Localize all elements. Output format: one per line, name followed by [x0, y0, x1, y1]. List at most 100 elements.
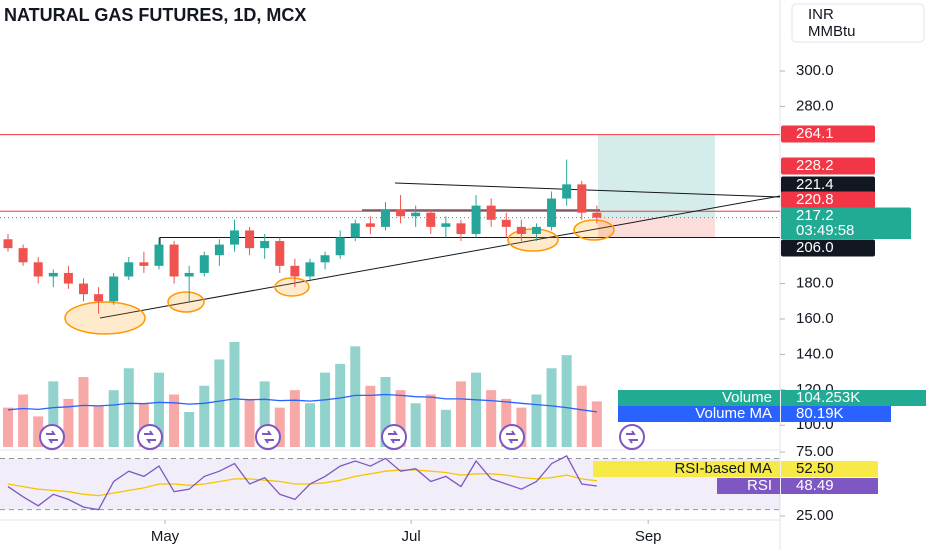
volume-bar [516, 407, 527, 447]
volume-bar [561, 355, 572, 447]
candle-body [169, 244, 179, 277]
currency: INR [808, 6, 834, 23]
highlight-circle [573, 219, 615, 241]
event-arrow [506, 430, 518, 444]
rsi-tick-label: 75.00 [796, 443, 834, 460]
volume-bar [365, 385, 376, 447]
event-arrow [144, 430, 156, 444]
trend-line [99, 195, 781, 319]
volume-bar [410, 403, 421, 447]
volume-bar [259, 381, 270, 447]
event-circle [255, 424, 281, 450]
volume-bar [455, 381, 466, 447]
volume-bar [229, 342, 240, 447]
candle-body [547, 198, 557, 227]
candle-body [124, 262, 134, 277]
candle-body [426, 212, 436, 227]
highlight-circle [274, 277, 310, 297]
candle-body [501, 219, 511, 227]
rsi-tick-label: 25.00 [796, 507, 834, 524]
unit: MMBtu [808, 23, 856, 40]
candle-body [471, 205, 481, 234]
legend-box [717, 478, 780, 494]
candle-body [396, 209, 406, 217]
volume-ma-line [7, 393, 597, 413]
price-badge-label: 221.4 [796, 176, 834, 193]
unit-box[interactable] [791, 3, 925, 43]
volume-bar [169, 394, 180, 447]
candle-body [109, 276, 119, 302]
legend-value-box [781, 406, 891, 422]
price-badge [781, 176, 875, 194]
event-circle [39, 424, 65, 450]
chart-title: NATURAL GAS FUTURES, 1D, MCX [4, 5, 306, 25]
candle-body [486, 205, 496, 220]
target-zone [598, 134, 715, 218]
volume-bar [486, 390, 497, 447]
event-icon [381, 424, 407, 450]
legend-value-box [781, 390, 926, 406]
candle-body [441, 223, 451, 227]
event-icon [137, 424, 163, 450]
volume-bar [350, 346, 361, 447]
event-arrow [46, 430, 58, 444]
candle-body [154, 244, 164, 266]
legend-value-box [781, 478, 878, 494]
event-arrow [626, 430, 638, 444]
candle-body [380, 209, 390, 227]
volume-bar [274, 407, 285, 447]
y-tick-label: 160.0 [796, 310, 834, 327]
legend-value: 52.50 [796, 460, 834, 477]
event-icon [619, 424, 645, 450]
event-circle [137, 424, 163, 450]
legend-value-box [781, 461, 878, 477]
candle-body [275, 241, 285, 266]
volume-bar [184, 412, 195, 447]
volume-bar [546, 368, 557, 447]
candle-body [78, 283, 88, 295]
candle-body [516, 226, 526, 234]
price-badge [781, 191, 875, 209]
countdown-badge [781, 222, 911, 239]
event-arrow [388, 430, 400, 444]
y-tick-label: 140.0 [796, 345, 834, 362]
volume-bar [335, 363, 346, 447]
highlight-circle [167, 291, 205, 313]
volume-bar [395, 390, 406, 447]
volume-bar [244, 398, 255, 447]
candle-body [531, 226, 541, 234]
volume-bar [214, 359, 225, 447]
x-tick-label: Sep [635, 528, 662, 545]
price-badge [781, 125, 875, 143]
volume-bar [471, 372, 482, 447]
price-badge [781, 157, 875, 175]
stop-zone [598, 217, 715, 238]
legend-box [618, 390, 780, 406]
volume-bar [440, 409, 451, 447]
candle-body [139, 262, 149, 266]
volume-bar [48, 381, 59, 447]
candle-body [260, 241, 270, 249]
event-icon [39, 424, 65, 450]
candle-body [94, 294, 104, 302]
event-icon [255, 424, 281, 450]
candle-body [214, 244, 224, 256]
price-badge-label: 228.2 [796, 157, 834, 174]
candle-body [290, 265, 300, 277]
candle-body [365, 223, 375, 227]
legend-value: 80.19K [796, 405, 844, 422]
event-arrow [262, 430, 274, 444]
candle-body [456, 223, 466, 234]
volume-bar [18, 394, 29, 447]
legend-value: 104.253K [796, 389, 860, 406]
volume-bar [138, 403, 149, 447]
volume-bar [425, 394, 436, 447]
legend-box [618, 406, 780, 422]
volume-bar [576, 385, 587, 447]
candle-body [63, 272, 73, 284]
volume-bar [501, 398, 512, 447]
volume-bar [289, 390, 300, 447]
legend-name: Volume MA [695, 405, 772, 422]
legend-value: 48.49 [796, 477, 834, 494]
